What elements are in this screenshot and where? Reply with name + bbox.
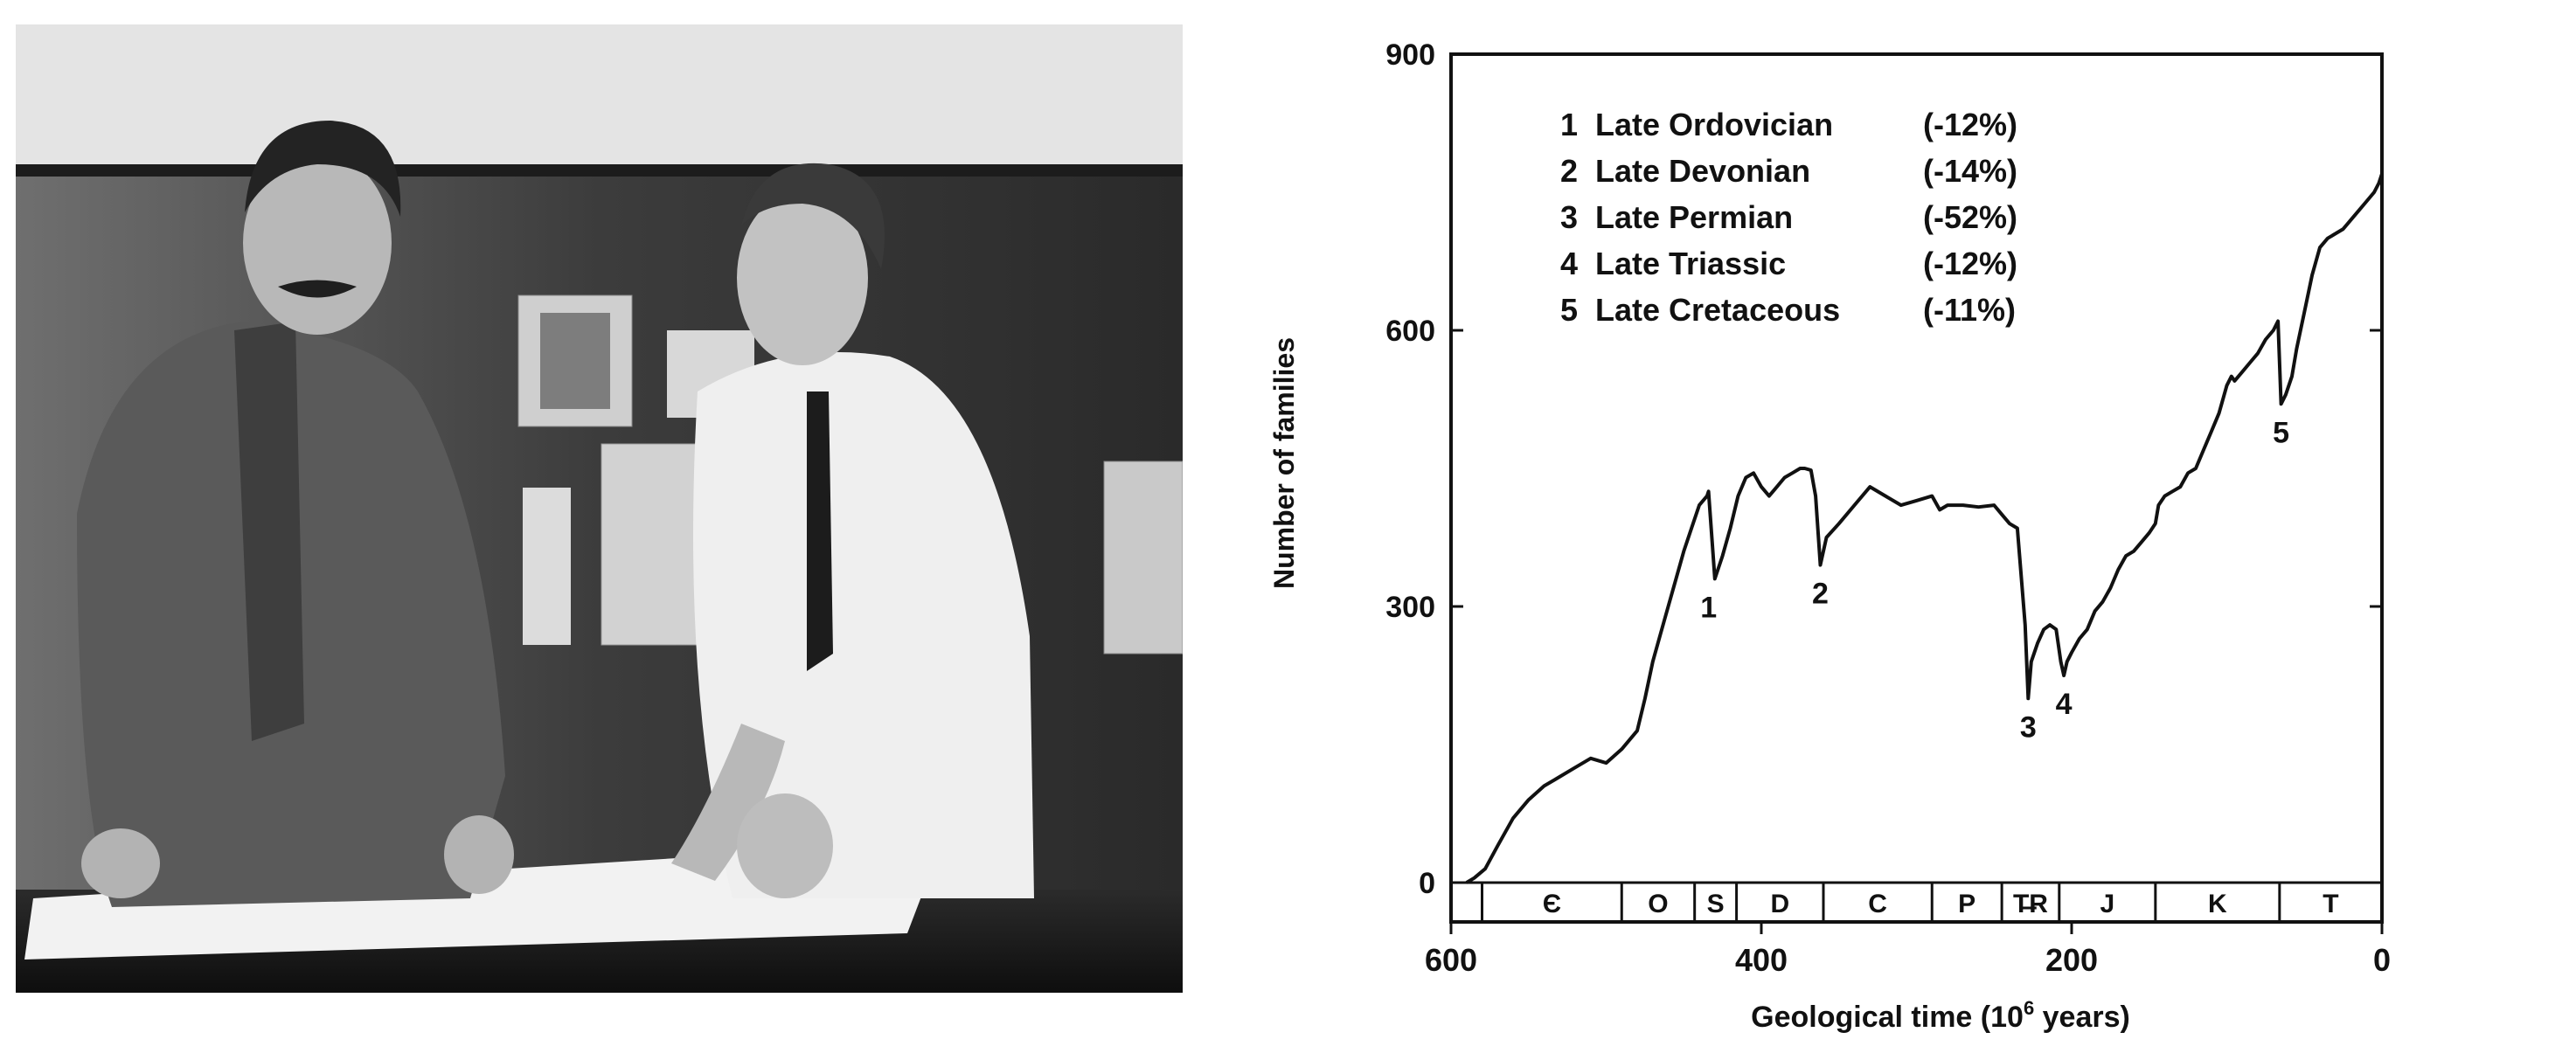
legend-percent: (-52%) <box>1923 199 2017 235</box>
man-left-hand <box>81 828 160 898</box>
x-tick-label: 400 <box>1735 942 1788 978</box>
period-label: O <box>1648 890 1668 918</box>
legend-percent: (-12%) <box>1923 246 2017 281</box>
annotation-group: 1 2 34 5 <box>1700 416 2289 744</box>
wall-trim <box>16 164 1183 177</box>
legend-name: Late Devonian <box>1595 153 1810 189</box>
legend-percent: (-12%) <box>1923 107 2017 142</box>
y-axis-ticks: 0 300 600 900 <box>1385 38 2382 900</box>
man-right-arm <box>671 724 785 881</box>
ceiling <box>16 24 1183 177</box>
x-axis-ticks: 600 400 200 0 <box>1425 922 2391 978</box>
y-tick-label: 600 <box>1385 315 1435 348</box>
man-left-mustache <box>278 280 357 298</box>
legend-percent: (-14%) <box>1923 153 2017 189</box>
x-tick-label: 600 <box>1425 942 1477 978</box>
plot-border <box>1449 52 2384 924</box>
extinction-label-1: 1 <box>1700 591 1717 624</box>
legend-name: Late Ordovician <box>1595 107 1833 142</box>
legend-number: 5 <box>1560 292 1578 328</box>
y-axis-label: Number of families <box>1268 337 1300 589</box>
x-tick-label: 0 <box>2373 942 2391 978</box>
period-label: T <box>2323 890 2338 918</box>
man-right-hand <box>737 793 833 898</box>
y-tick-label: 300 <box>1385 591 1435 624</box>
photo-illustration <box>16 24 1183 993</box>
extinction-label-3: 3 <box>2020 710 2037 744</box>
extinction-label-5: 5 <box>2273 416 2289 449</box>
pinned-paper-2 <box>523 488 571 645</box>
x-axis-label-end: years) <box>2034 1001 2130 1034</box>
extinction-label-4: 4 <box>2056 688 2073 721</box>
man-right-tie <box>807 391 833 671</box>
period-label: S <box>1707 890 1725 918</box>
man-right-hair <box>741 163 885 269</box>
x-axis-label-sup: 6 <box>2024 997 2034 1019</box>
series-line-0 <box>1465 173 2384 884</box>
legend-percent: (-11%) <box>1923 292 2016 328</box>
pinned-map-right <box>1103 461 1183 655</box>
man-left-hair <box>245 121 401 217</box>
series-group <box>1465 173 2384 884</box>
x-axis-label-main: Geological time (10 <box>1751 1001 2024 1034</box>
y-tick-label: 0 <box>1419 867 1435 900</box>
period-strip: Є O S D C P T̶R J K T <box>1451 881 2382 922</box>
man-left-face <box>243 151 392 335</box>
extinction-label-2: 2 <box>1812 578 1829 611</box>
legend-number: 3 <box>1560 199 1578 235</box>
x-tick-label: 200 <box>2045 942 2098 978</box>
man-left-sweater <box>234 322 304 741</box>
legend-number: 2 <box>1560 153 1578 189</box>
photo-two-men-at-table <box>16 24 1183 993</box>
x-axis-label: Geological time (106 years) <box>1751 997 2130 1034</box>
legend: 1 Late Ordovician (-12%) 2 Late Devonian (-14… <box>1560 107 2017 328</box>
legend-name: Late Triassic <box>1595 246 1786 281</box>
man-left-hand-2 <box>444 815 514 894</box>
legend-name: Late Cretaceous <box>1595 292 1840 328</box>
pinned-portrait-figure <box>540 313 610 409</box>
man-right-face <box>737 191 868 365</box>
plot-frame <box>1449 52 2384 924</box>
period-label: Є <box>1543 890 1561 918</box>
period-label: D <box>1770 890 1789 918</box>
period-label: C <box>1868 890 1887 918</box>
legend-number: 4 <box>1560 246 1578 281</box>
period-label: T̶R <box>2013 890 2048 918</box>
legend-name: Late Permian <box>1595 199 1793 235</box>
period-label: P <box>1958 890 1975 918</box>
legend-number: 1 <box>1560 107 1578 142</box>
period-label: J <box>2100 890 2114 918</box>
y-tick-label: 900 <box>1385 38 1435 72</box>
period-label: K <box>2208 890 2227 918</box>
